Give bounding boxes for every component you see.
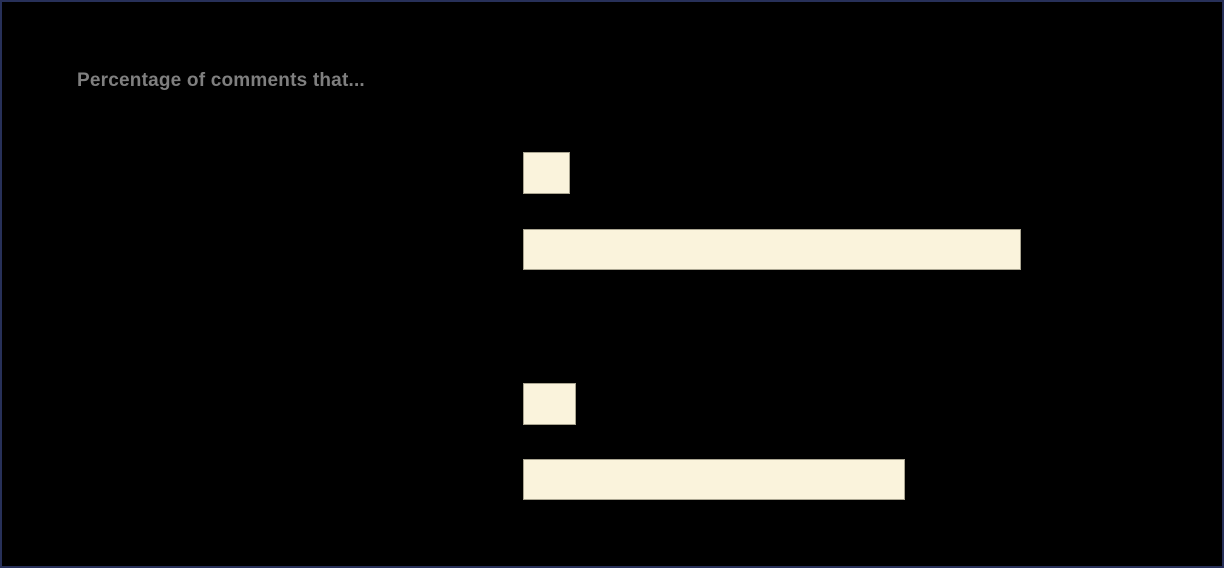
bar-group2-small xyxy=(523,383,576,425)
chart-title: Percentage of comments that... xyxy=(77,70,365,91)
bar-group2-medium xyxy=(523,459,905,500)
bar-group1-small xyxy=(523,152,570,194)
bar-group1-large xyxy=(523,229,1021,270)
